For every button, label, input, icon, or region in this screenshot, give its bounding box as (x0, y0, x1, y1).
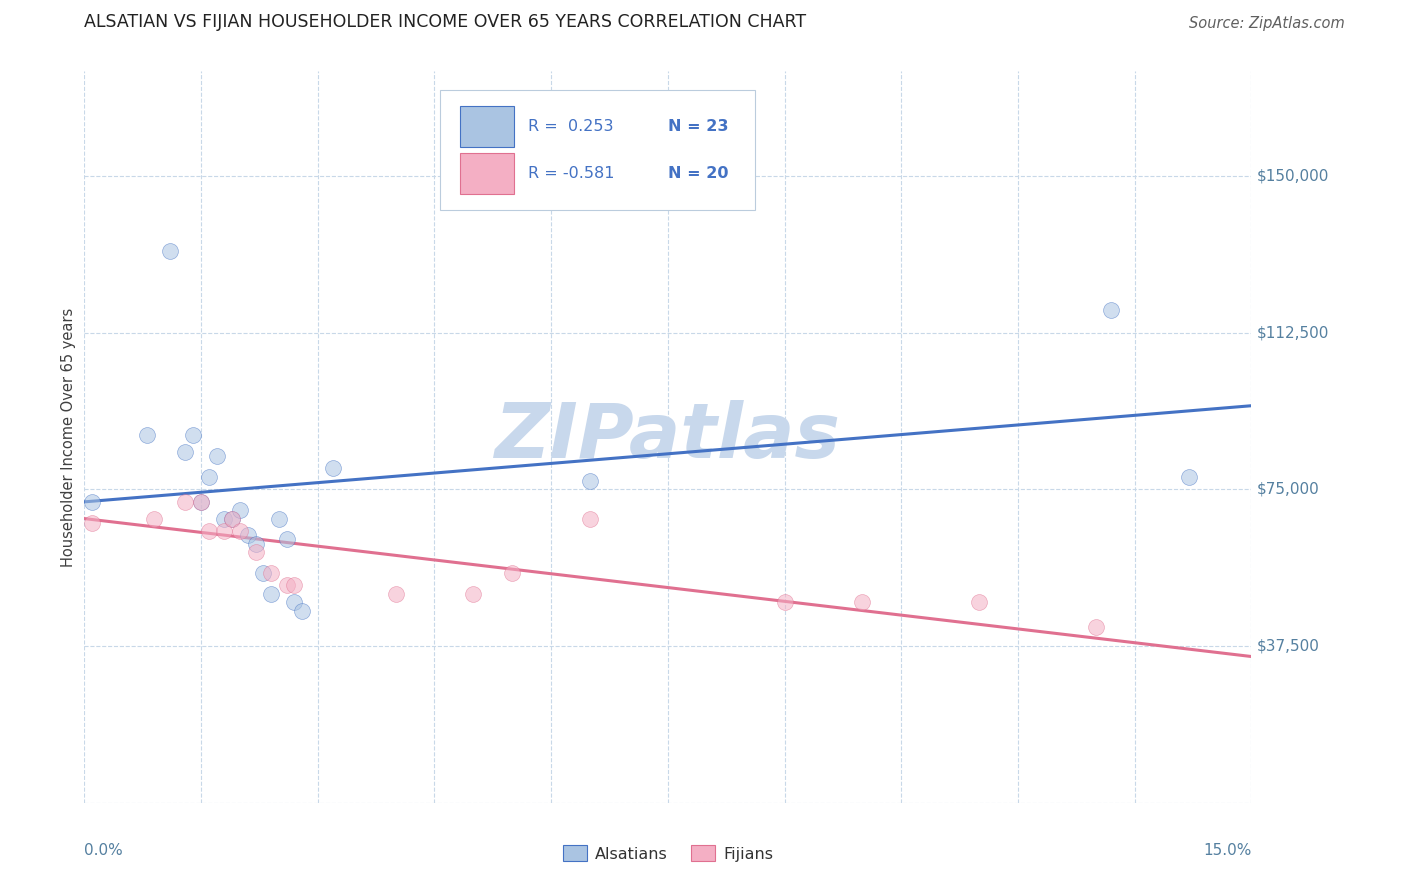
Point (579, 474, 602, 488)
Point (291, 603, 314, 617)
Point (82, 516, 104, 530)
Text: N = 23: N = 23 (668, 120, 728, 134)
Point (283, 595, 305, 609)
Text: R =  0.253: R = 0.253 (527, 120, 613, 134)
Text: Source: ZipAtlas.com: Source: ZipAtlas.com (1189, 16, 1344, 31)
Point (1099, 302, 1122, 317)
Point (174, 444, 197, 458)
Point (267, 511, 290, 525)
Text: ZIPatlas: ZIPatlas (495, 401, 841, 474)
Point (198, 470, 221, 484)
Point (221, 511, 243, 525)
Text: N = 20: N = 20 (668, 166, 728, 181)
Point (159, 244, 181, 258)
Point (252, 566, 274, 580)
Point (135, 428, 157, 442)
Point (190, 495, 212, 509)
Y-axis label: Householder Income Over 65 years: Householder Income Over 65 years (60, 308, 76, 566)
Text: R = -0.581: R = -0.581 (527, 166, 614, 181)
Point (181, 428, 204, 442)
Point (1084, 620, 1107, 634)
Point (501, 566, 523, 580)
Text: 0.0%: 0.0% (84, 843, 124, 858)
Point (221, 511, 243, 525)
FancyBboxPatch shape (440, 90, 755, 211)
Text: ALSATIAN VS FIJIAN HOUSEHOLDER INCOME OVER 65 YEARS CORRELATION CHART: ALSATIAN VS FIJIAN HOUSEHOLDER INCOME OV… (84, 13, 807, 31)
Point (205, 449, 228, 463)
Point (82, 495, 104, 509)
Text: $75,000: $75,000 (1257, 482, 1320, 497)
FancyBboxPatch shape (460, 153, 513, 194)
Point (260, 566, 283, 580)
Text: 15.0%: 15.0% (1204, 843, 1251, 858)
Point (245, 536, 267, 550)
Point (236, 528, 259, 542)
Point (851, 595, 873, 609)
Point (1178, 470, 1201, 484)
Point (198, 524, 221, 538)
Text: $37,500: $37,500 (1257, 639, 1320, 654)
Point (143, 511, 166, 525)
Point (283, 578, 305, 592)
Point (229, 524, 252, 538)
Point (229, 503, 252, 517)
Point (214, 524, 236, 538)
Point (322, 461, 344, 475)
Point (214, 511, 236, 525)
Point (260, 587, 283, 601)
Text: $112,500: $112,500 (1257, 325, 1330, 340)
Point (967, 595, 990, 609)
Point (276, 578, 298, 592)
Point (245, 545, 267, 559)
Point (579, 511, 602, 525)
Point (463, 587, 485, 601)
Point (190, 495, 212, 509)
Text: $150,000: $150,000 (1257, 169, 1330, 184)
Point (384, 587, 406, 601)
Point (276, 533, 298, 547)
Legend: Alsatians, Fijians: Alsatians, Fijians (557, 838, 779, 868)
FancyBboxPatch shape (460, 106, 513, 147)
Point (773, 595, 796, 609)
Point (174, 495, 197, 509)
